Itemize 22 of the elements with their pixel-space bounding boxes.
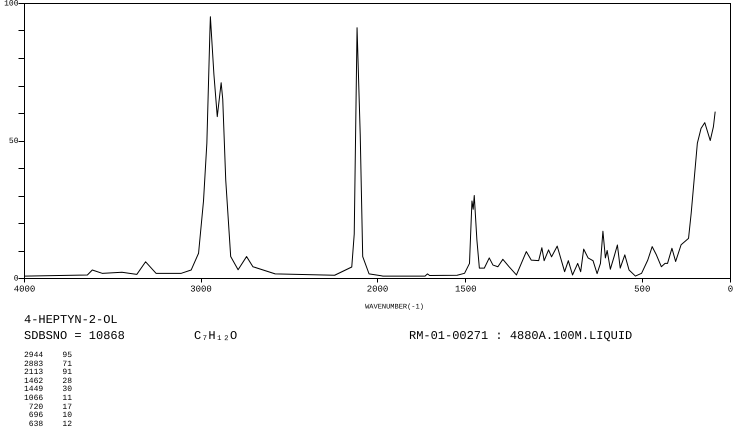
y-tick-label: 50	[8, 137, 19, 146]
text: C₇H₁₂O	[194, 328, 238, 344]
text: 1449 30	[24, 385, 74, 394]
text: RM-01-00271 : 4880A.100M.LIQUID	[409, 328, 634, 344]
x-tick-label: 500	[634, 284, 650, 294]
text: SDBSNO = 10868	[24, 328, 126, 344]
text: 638 12	[28, 420, 74, 430]
y-tick-label: 100	[4, 0, 19, 8]
x-tick-label: 0	[728, 284, 734, 294]
text: 1066 11	[24, 394, 74, 404]
text: 2944 95	[24, 351, 74, 360]
x-tick-label: 3000	[190, 284, 212, 294]
text: 720 17	[28, 402, 74, 412]
text: 2883 71	[24, 360, 74, 369]
text: 1462 28	[24, 376, 74, 386]
x-tick-label: 2000	[366, 284, 388, 294]
text: 696 10	[28, 411, 74, 420]
x-tick-label: 1500	[454, 284, 477, 294]
text: 2113 91	[24, 368, 74, 378]
text: 4-HEPTYN-2-OL	[24, 312, 119, 328]
x-tick-label: 4000	[14, 284, 36, 294]
y-tick-label: 0	[14, 274, 19, 284]
